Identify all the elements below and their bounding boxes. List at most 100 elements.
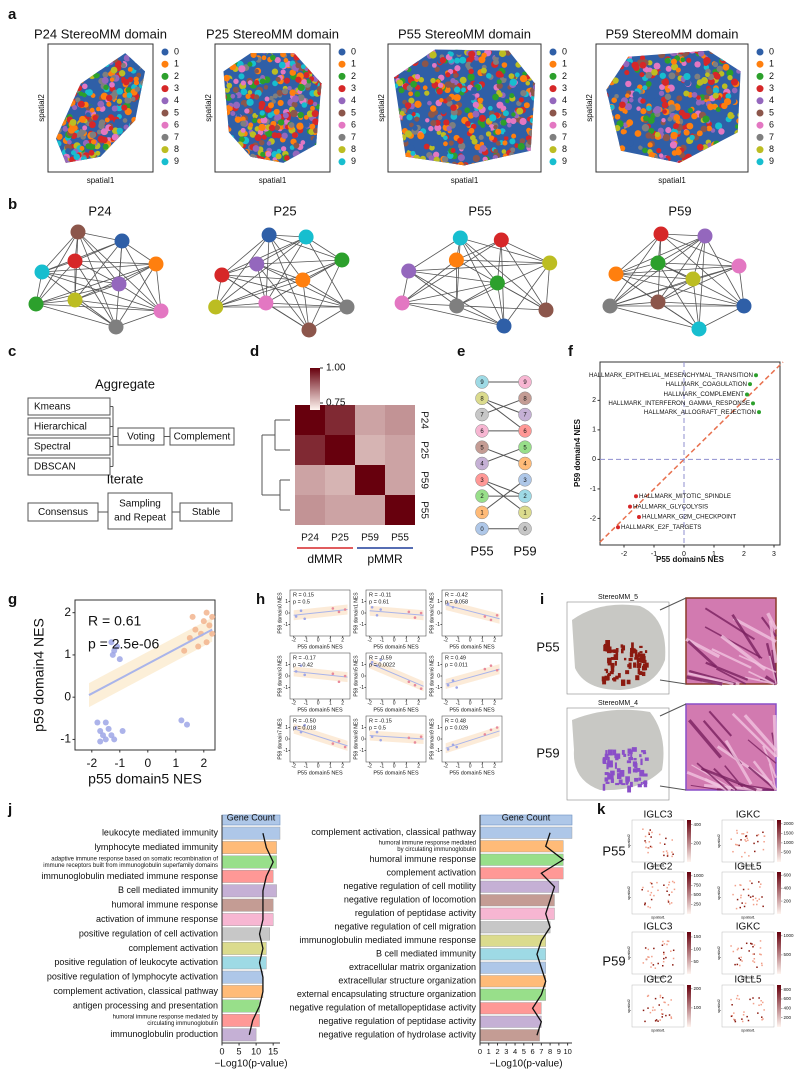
spot [725,93,732,100]
spot [681,44,686,49]
spot [291,161,297,163]
axis-label: spatial1 [451,176,479,185]
spot [712,92,719,99]
spot [429,144,435,151]
node-label: 3 [523,478,527,484]
network-title: P24 [88,203,111,218]
stripe [696,762,728,791]
node [298,229,314,245]
spot [606,154,613,162]
spot [720,46,725,51]
spot [59,118,67,126]
spot [527,138,534,145]
spot [58,53,64,55]
spot [599,92,606,99]
legend-swatch [549,158,557,166]
spot [131,48,136,53]
spot [650,962,653,964]
spot [740,947,743,950]
axis-label: P55 domain5 NES [297,770,343,776]
spot [443,164,451,166]
spot [752,899,755,901]
spot [467,73,475,81]
edge [74,260,157,265]
spot [123,78,130,86]
spot [144,119,146,125]
point [419,687,423,690]
spot [399,133,407,141]
spot [509,49,517,53]
legend-label: 5 [174,107,179,117]
spot [277,99,284,107]
spot [268,124,276,132]
spot [657,962,659,965]
point [446,748,450,751]
spot [51,46,57,52]
spot [626,760,632,764]
spot [649,845,652,848]
spot [661,964,664,967]
spot [618,145,626,152]
spot [731,1004,733,1006]
spot [217,50,222,55]
spot [258,100,266,108]
spot [503,156,511,165]
edge [118,283,162,312]
spot [136,163,143,170]
spot [530,62,536,69]
stripe [687,640,718,668]
node-label: 1 [523,510,527,516]
spot [280,48,284,52]
spot [217,82,223,88]
stat: R = -0.11 [369,592,391,598]
spot [122,162,129,163]
heat-cell [355,405,385,435]
spot [49,58,56,65]
term-label: antigen processing and presentation [73,1000,218,1010]
colorbar-label: 800 [784,987,792,992]
edge [615,265,740,275]
spot [723,98,732,106]
spot [131,138,138,145]
spot [722,63,730,71]
node [736,298,752,314]
spot [265,129,273,138]
spot [126,53,134,56]
edge [74,283,120,301]
spot [133,55,139,61]
spot [311,45,318,52]
spot [110,66,118,74]
spot [236,145,241,151]
spot [730,838,733,840]
term-label: immune receptors built from immunoglobul… [43,863,218,869]
spot [321,163,327,169]
spot [129,55,136,62]
spot [282,169,287,174]
spot [274,45,279,50]
spot [754,897,757,900]
spot [61,168,68,175]
spot [213,145,220,152]
spot [225,93,233,102]
spot [393,118,398,124]
bar [479,907,555,920]
spot [631,649,637,654]
point [116,656,123,663]
spot [671,891,673,893]
legend-swatch [549,85,557,93]
spot [509,93,515,99]
match-node [518,424,532,438]
spot [732,893,734,896]
point [757,410,761,415]
spot [55,75,60,83]
legend-swatch [338,60,346,68]
spot [136,54,144,62]
spot [269,95,274,101]
point [379,658,382,662]
spot [253,157,259,163]
bar [221,826,281,840]
edge [456,237,461,307]
tissue [393,49,536,166]
spot [684,164,689,169]
spot [729,141,734,146]
